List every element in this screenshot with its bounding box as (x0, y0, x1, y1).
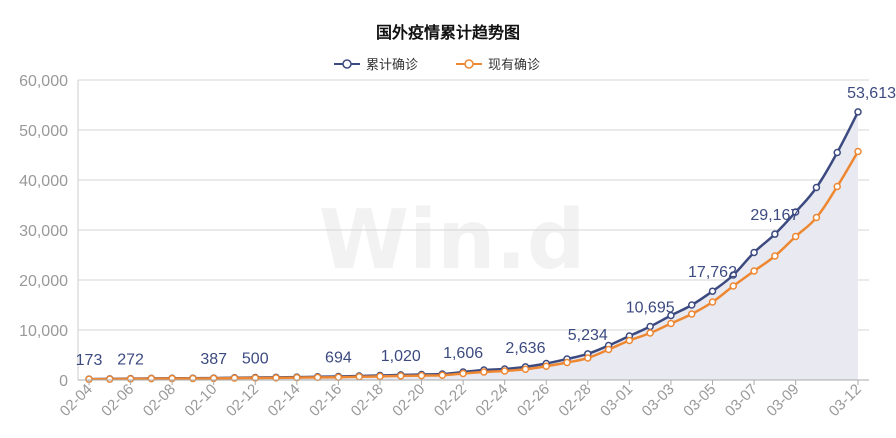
chart-title: 国外疫情累计趋势图 (376, 23, 520, 42)
data-point-累计确诊-03-04[interactable] (687, 301, 696, 309)
data-point-累计确诊-03-10[interactable] (812, 183, 821, 192)
data-point-累计确诊-03-02[interactable] (646, 322, 654, 331)
x-tick-label: 02-12 (223, 381, 262, 420)
data-point-现有确诊-03-02[interactable] (646, 329, 654, 337)
data-label: 272 (117, 352, 144, 369)
data-point-现有确诊-02-21[interactable] (438, 371, 447, 379)
data-label: 1,606 (443, 345, 483, 362)
grid (78, 79, 869, 331)
data-point-累计确诊-03-08[interactable] (771, 230, 779, 238)
data-label: 5,234 (568, 327, 608, 344)
watermark: Win.d (319, 193, 586, 288)
data-labels: 173 272 387 500 694 1,020 1,606 2,636 5,234 10,69… (76, 85, 896, 369)
legend-label-1: 现有确诊 (488, 58, 540, 73)
x-tick-label: 02-16 (306, 381, 345, 420)
data-point-现有确诊-03-08[interactable] (771, 252, 779, 260)
x-tick-label: 02-10 (181, 381, 220, 420)
data-point-现有确诊-02-18[interactable] (376, 372, 384, 381)
x-tick-label: 02-08 (140, 381, 179, 420)
data-point-现有确诊-03-04[interactable] (687, 310, 696, 318)
data-point-累计确诊-03-05[interactable] (708, 287, 717, 295)
y-tick-label: 20,000 (19, 273, 68, 290)
legend-item-0[interactable]: 累计确诊 (334, 58, 418, 73)
data-point-现有确诊-02-22[interactable] (459, 369, 467, 378)
data-point-现有确诊-02-09[interactable] (189, 374, 197, 383)
legend-marker-0 (342, 59, 352, 69)
data-point-累计确诊-03-11[interactable] (833, 148, 841, 157)
data-point-现有确诊-03-01[interactable] (625, 336, 634, 345)
legend-marker-1 (464, 59, 474, 69)
x-tick-label: 02-28 (555, 381, 594, 420)
y-tick-label: 30,000 (19, 223, 68, 240)
data-point-现有确诊-02-23[interactable] (480, 368, 488, 376)
data-point-现有确诊-03-12[interactable] (854, 147, 862, 156)
data-point-现有确诊-03-05[interactable] (708, 298, 717, 306)
data-point-现有确诊-02-17[interactable] (355, 373, 363, 381)
x-tick-label: 02-14 (265, 381, 304, 420)
x-tick-label: 03-12 (826, 381, 865, 420)
data-point-现有确诊-03-10[interactable] (812, 213, 821, 222)
data-label: 387 (200, 351, 227, 368)
x-tick-label: 02-26 (514, 381, 553, 420)
series-areas (89, 111, 858, 380)
legend[interactable]: 累计确诊 现有确诊 (334, 58, 540, 73)
axes (77, 80, 869, 385)
x-tick-label: 02-20 (389, 381, 428, 420)
x-tick-label: 03-03 (639, 381, 678, 420)
data-point-现有确诊-03-03[interactable] (667, 319, 675, 328)
data-point-现有确诊-03-07[interactable] (750, 267, 758, 275)
data-point-现有确诊-02-25[interactable] (521, 365, 530, 373)
data-label: 500 (242, 351, 269, 368)
x-tick-label: 02-22 (431, 381, 470, 420)
y-axis-tick-labels: 0 10,000 20,000 30,000 40,000 50,000 60,000 (19, 73, 68, 390)
y-tick-label: 50,000 (19, 123, 68, 140)
data-point-累计确诊-03-07[interactable] (750, 248, 758, 257)
y-tick-label: 0 (59, 373, 68, 390)
data-point-累计确诊-03-09[interactable] (791, 208, 800, 216)
data-label: 53,613 (847, 85, 896, 102)
x-tick-label: 02-06 (98, 381, 137, 420)
data-label: 10,695 (626, 300, 675, 317)
data-label: 2,636 (505, 340, 545, 357)
data-point-现有确诊-02-26[interactable] (542, 362, 550, 370)
x-tick-label: 03-07 (722, 381, 761, 420)
data-label: 173 (76, 352, 103, 369)
data-point-现有确诊-02-07[interactable] (147, 374, 156, 383)
data-point-累计确诊-03-06[interactable] (729, 271, 738, 279)
y-tick-label: 60,000 (19, 73, 68, 90)
data-point-现有确诊-02-24[interactable] (500, 367, 509, 375)
x-tick-label: 03-01 (597, 381, 636, 420)
x-tick-label: 03-05 (680, 381, 719, 420)
data-point-累计确诊-03-12[interactable] (854, 108, 862, 116)
data-point-现有确诊-02-19[interactable] (397, 372, 405, 380)
series-area-0 (89, 111, 858, 380)
data-point-现有确诊-02-29[interactable] (604, 345, 613, 354)
y-tick-label: 40,000 (19, 173, 68, 190)
y-tick-label: 10,000 (19, 323, 68, 340)
data-label: 29,167 (750, 207, 799, 224)
data-label: 1,020 (381, 348, 421, 365)
data-point-现有确诊-02-13[interactable] (272, 374, 280, 382)
x-tick-label: 02-24 (472, 381, 511, 420)
data-label: 694 (325, 350, 352, 367)
x-tick-label: 02-18 (348, 381, 387, 420)
data-point-现有确诊-03-09[interactable] (791, 232, 800, 241)
data-point-现有确诊-03-11[interactable] (833, 182, 841, 191)
x-axis-tick-labels: 02-04 02-06 02-08 02-10 02-12 02-14 02-16 02-18… (57, 381, 865, 420)
x-tick-label: 03-09 (763, 381, 802, 420)
legend-item-1[interactable]: 现有确诊 (456, 58, 540, 73)
data-point-累计确诊-03-03[interactable] (667, 311, 675, 320)
data-point-现有确诊-03-06[interactable] (729, 282, 738, 290)
data-point-现有确诊-02-28[interactable] (584, 354, 592, 362)
legend-label-0: 累计确诊 (366, 58, 418, 73)
data-point-现有确诊-02-16[interactable] (334, 373, 343, 381)
data-point-现有确诊-02-27[interactable] (563, 358, 571, 367)
data-point-现有确诊-02-20[interactable] (417, 371, 426, 380)
data-label: 17,762 (688, 264, 737, 281)
data-point-现有确诊-02-05[interactable] (106, 375, 114, 383)
